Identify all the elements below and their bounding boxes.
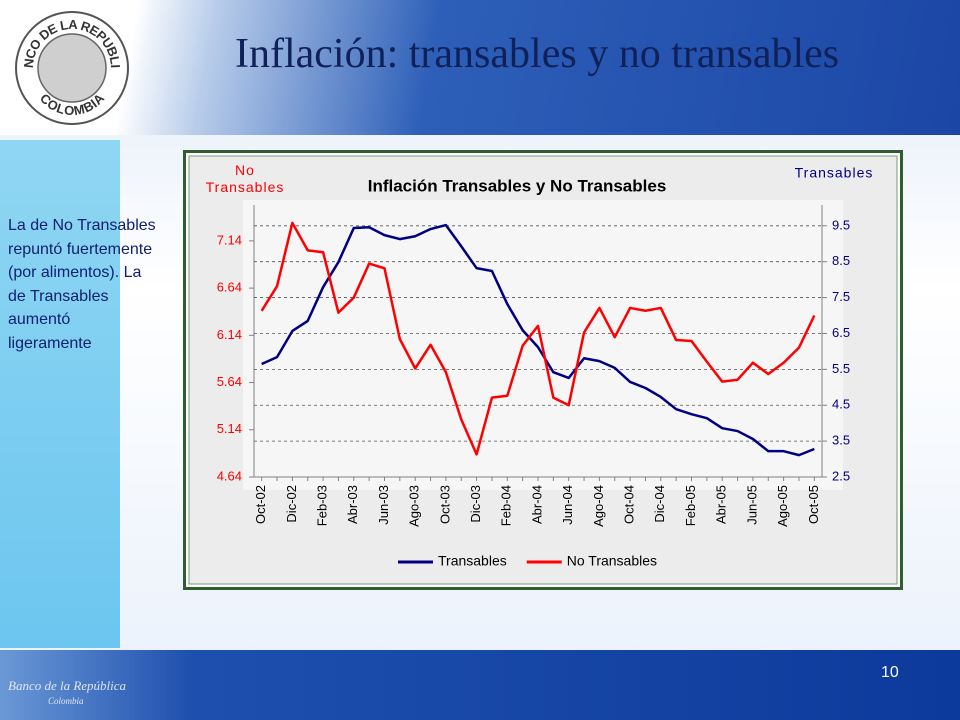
- y2-tick-label: 8.5: [832, 253, 850, 268]
- footer-brand: Banco de la República: [8, 678, 127, 693]
- logo-face: [37, 33, 107, 103]
- side-panel: [0, 140, 120, 648]
- x-tick-label: Abr-05: [714, 485, 729, 524]
- footer-sub: Colombia: [48, 696, 84, 706]
- y2-tick-label: 2.5: [832, 468, 850, 483]
- x-tick-label: Jun-03: [376, 485, 391, 525]
- y-axis-label: No Transables: [205, 162, 285, 195]
- y2-tick-label: 5.5: [832, 361, 850, 376]
- y2-tick-label: 3.5: [832, 433, 850, 448]
- x-tick-label: Dic-03: [468, 485, 483, 523]
- x-tick-label: Feb-03: [315, 485, 330, 526]
- y2-tick-label: 6.5: [832, 325, 850, 340]
- slide-title: Inflación: transables y no transables: [235, 31, 840, 77]
- x-tick-label: Oct-04: [622, 485, 637, 524]
- x-tick-label: Ago-03: [407, 485, 422, 527]
- footer-band: [0, 650, 960, 720]
- chart: Inflación Transables y No Transables Tra…: [183, 150, 903, 590]
- x-tick-label: Jun-04: [560, 485, 575, 525]
- x-tick-label: Dic-02: [284, 485, 299, 523]
- x-tick-label: Abr-03: [345, 485, 360, 524]
- y-tick-label: 4.64: [217, 468, 242, 483]
- y-tick-label: 5.14: [217, 421, 242, 436]
- legend-label: No Transables: [567, 553, 657, 569]
- x-tick-label: Ago-05: [775, 485, 790, 527]
- x-tick-label: Ago-04: [591, 485, 606, 527]
- y2-axis-label: Transables: [795, 165, 874, 181]
- legend-label: Transables: [438, 553, 507, 569]
- y2-tick-label: 4.5: [832, 397, 850, 412]
- x-tick-label: Abr-04: [529, 485, 544, 524]
- x-tick-label: Feb-05: [683, 485, 698, 526]
- y2-tick-label: 9.5: [832, 217, 850, 232]
- logo: BANCO DE LA REPUBLICA COLOMBIA: [12, 8, 129, 125]
- side-note: La de No Transables repuntó fuertemente …: [8, 217, 156, 352]
- x-tick-label: Oct-03: [437, 485, 452, 524]
- x-tick-label: Dic-04: [652, 485, 667, 523]
- series-line: [260, 221, 816, 456]
- series-line: [261, 223, 815, 457]
- y2-tick-label: 7.5: [832, 289, 850, 304]
- y-tick-label: 5.64: [217, 374, 242, 389]
- x-tick-label: Jun-05: [744, 485, 759, 525]
- y-tick-label: 6.14: [217, 327, 242, 342]
- y-tick-label: 6.64: [217, 280, 242, 295]
- x-tick-label: Oct-02: [253, 485, 268, 524]
- header-band: [0, 0, 960, 135]
- y-tick-label: 7.14: [217, 232, 242, 247]
- x-tick-label: Feb-04: [499, 485, 514, 526]
- x-tick-label: Oct-05: [806, 485, 821, 524]
- page-number: 10: [881, 664, 899, 681]
- chart-title: Inflación Transables y No Transables: [368, 176, 667, 195]
